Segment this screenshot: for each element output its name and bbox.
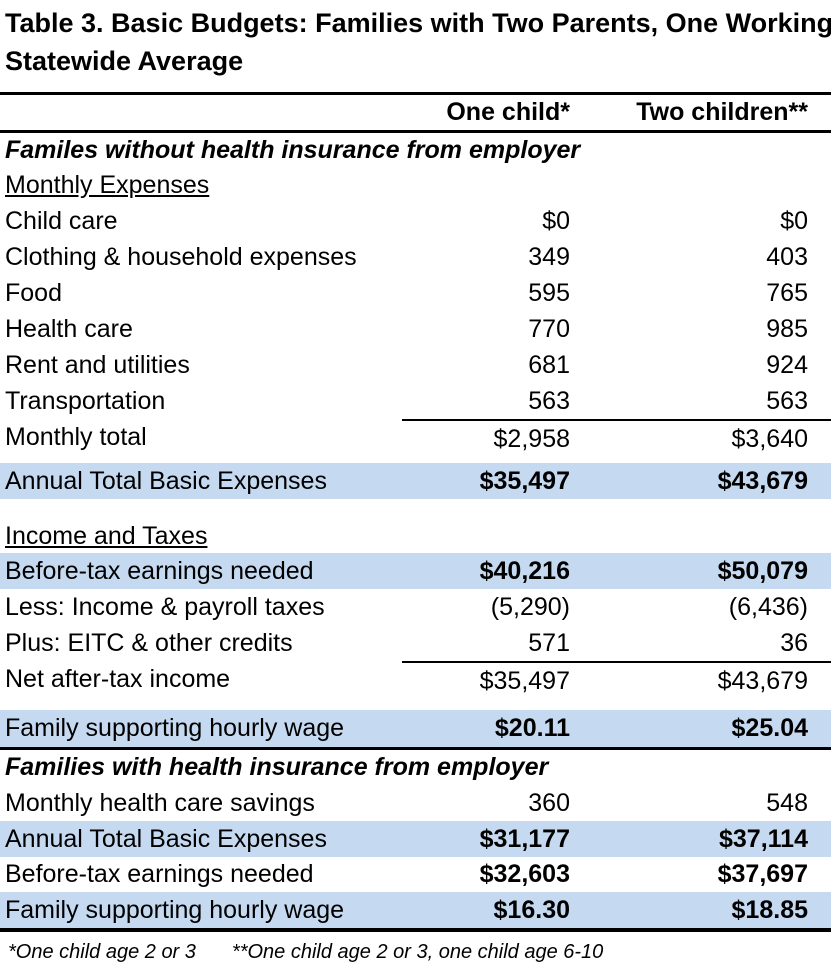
value-one-child: 563: [528, 387, 570, 415]
row-label: Annual Total Basic Expenses: [5, 467, 327, 495]
sub-heading-monthly-expenses-label: Monthly Expenses: [5, 171, 210, 199]
value-one-child: $35,497: [402, 661, 582, 697]
value-one-child: 349: [528, 243, 570, 271]
table-row-less-taxes: Less: Income & payroll taxes (5,290) (6,…: [0, 589, 831, 625]
value-one-child: $20.11: [494, 714, 570, 742]
value-two-children: $37,114: [719, 825, 808, 853]
value-two-children: $0: [780, 207, 808, 235]
table-row-before-tax-earnings: Before-tax earnings needed $40,216 $50,0…: [0, 553, 831, 589]
row-label: Transportation: [5, 387, 166, 415]
value-one-child: 681: [528, 351, 570, 379]
row-label: Monthly total: [5, 423, 147, 451]
value-one-child: (5,290): [490, 593, 570, 621]
table-row-before-tax-with-insurance: Before-tax earnings needed $32,603 $37,6…: [0, 857, 831, 892]
column-header-one-child: One child*: [446, 98, 570, 126]
table-row-child-care: Child care $0 $0: [0, 203, 831, 239]
row-label: Plus: EITC & other credits: [5, 629, 293, 657]
row-label: Net after-tax income: [5, 665, 231, 693]
column-header-two-children: Two children**: [636, 98, 808, 126]
table-row-rent-utilities: Rent and utilities 681 924: [0, 347, 831, 383]
table-row-hourly-wage-no-insurance: Family supporting hourly wage $20.11 $25…: [0, 710, 831, 747]
table-row-clothing: Clothing & household expenses 349 403: [0, 239, 831, 275]
column-header-empty: [0, 95, 402, 130]
value-two-children: 548: [766, 789, 808, 817]
row-label: Family supporting hourly wage: [5, 896, 345, 924]
row-label: Before-tax earnings needed: [5, 860, 314, 888]
table-row-annual-total-basic-expenses: Annual Total Basic Expenses $35,497 $43,…: [0, 463, 831, 499]
header-rule: [0, 130, 831, 133]
value-two-children: 36: [780, 629, 808, 657]
page-title: Table 3. Basic Budgets: Families with Tw…: [0, 0, 831, 80]
column-header-row: One child* Two children**: [0, 95, 831, 130]
value-two-children: 985: [766, 315, 808, 343]
sub-heading-income-taxes-label: Income and Taxes: [5, 522, 208, 550]
spacer: [0, 499, 831, 520]
row-label: Clothing & household expenses: [5, 243, 357, 271]
title-line-2: Statewide Average: [5, 46, 244, 76]
section-heading-no-insurance: Familes without health insurance from em…: [5, 136, 581, 164]
value-two-children: (6,436): [728, 593, 808, 621]
row-label: Rent and utilities: [5, 351, 190, 379]
bottom-rule: [0, 928, 831, 932]
value-two-children: 765: [766, 279, 808, 307]
table-row-health-care: Health care 770 985: [0, 311, 831, 347]
table-row-net-after-tax-income: Net after-tax income $35,497 $43,679: [0, 661, 831, 697]
value-two-children: $18.85: [731, 896, 808, 924]
table-row-plus-eitc: Plus: EITC & other credits 571 36: [0, 625, 831, 661]
spacer: [0, 697, 831, 710]
row-label: Health care: [5, 315, 133, 343]
row-label: Less: Income & payroll taxes: [5, 593, 325, 621]
value-one-child: $31,177: [479, 825, 570, 853]
footnote-two-children: **One child age 2 or 3, one child age 6-…: [231, 941, 604, 963]
row-label: Monthly health care savings: [5, 789, 315, 817]
value-one-child: $2,958: [402, 419, 582, 455]
row-label: Child care: [5, 207, 118, 235]
value-two-children: $43,679: [717, 467, 808, 495]
table-row-food: Food 595 765: [0, 275, 831, 311]
top-rule: [0, 92, 831, 95]
value-one-child: $16.30: [493, 896, 570, 924]
value-one-child: 571: [528, 629, 570, 657]
value-one-child: 595: [528, 279, 570, 307]
section-heading-with-insurance: Families with health insurance from empl…: [5, 753, 549, 781]
footnote: *One child age 2 or 3 **One child age 2 o…: [0, 932, 831, 964]
value-two-children: $43,679: [582, 661, 831, 697]
table-row-monthly-total: Monthly total $2,958 $3,640: [0, 419, 831, 455]
section-divider-rule: [0, 747, 831, 750]
row-label: Annual Total Basic Expenses: [5, 825, 327, 853]
value-two-children: $50,079: [717, 557, 808, 585]
value-one-child: 360: [528, 789, 570, 817]
footnote-one-child: *One child age 2 or 3: [8, 941, 196, 963]
value-one-child: $0: [542, 207, 570, 235]
sub-heading-monthly-expenses: Monthly Expenses: [0, 168, 831, 203]
value-one-child: $40,216: [479, 557, 570, 585]
value-one-child: $35,497: [479, 467, 570, 495]
value-two-children: $3,640: [582, 419, 831, 455]
row-label: Food: [5, 279, 62, 307]
title-line-1: Table 3. Basic Budgets: Families with Tw…: [5, 8, 831, 38]
table-row-annual-total-with-insurance: Annual Total Basic Expenses $31,177 $37,…: [0, 821, 831, 857]
value-two-children: 563: [766, 387, 808, 415]
table-row-transportation: Transportation 563 563: [0, 383, 831, 419]
row-label: Family supporting hourly wage: [5, 714, 345, 742]
spacer: [0, 455, 831, 463]
value-one-child: 770: [528, 315, 570, 343]
value-two-children: 403: [766, 243, 808, 271]
value-two-children: 924: [766, 351, 808, 379]
sub-heading-income-taxes: Income and Taxes: [0, 520, 831, 553]
row-label: Before-tax earnings needed: [5, 557, 314, 585]
table-row-hourly-wage-with-insurance: Family supporting hourly wage $16.30 $18…: [0, 892, 831, 928]
table-row-health-care-savings: Monthly health care savings 360 548: [0, 786, 831, 821]
value-two-children: $25.04: [731, 714, 808, 742]
value-two-children: $37,697: [717, 860, 808, 888]
value-one-child: $32,603: [479, 860, 570, 888]
